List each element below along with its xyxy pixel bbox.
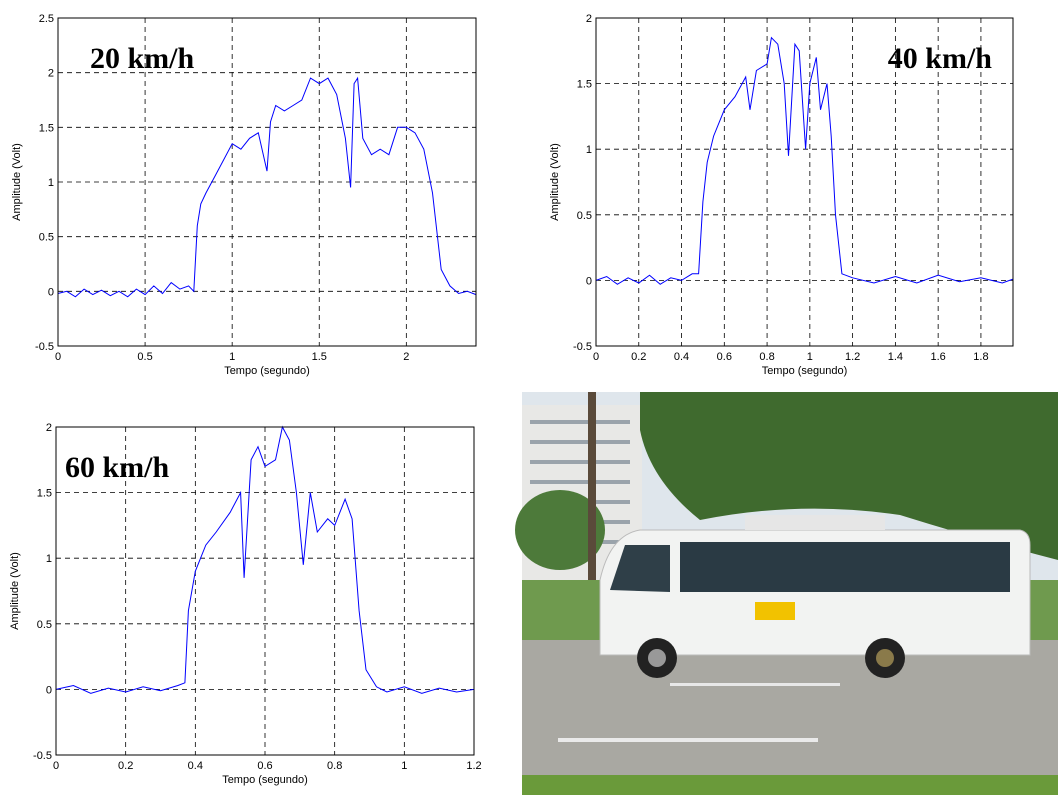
y-tick-label: 2: [46, 422, 52, 434]
x-tick-label: 0.4: [188, 760, 203, 772]
x-tick-label: 1: [401, 760, 407, 772]
x-tick-label: 0.8: [327, 760, 342, 772]
x-tick-label: 0: [593, 351, 599, 363]
y-tick-label: 0: [48, 286, 54, 298]
x-tick-label: 1: [229, 351, 235, 363]
plot-area: [596, 18, 1013, 346]
y-tick-label: 1.5: [39, 122, 54, 134]
signal-line: [595, 36, 1014, 285]
x-tick-label: 1.5: [312, 351, 327, 363]
photo: [515, 392, 1058, 795]
x-tick-label: 0: [55, 351, 61, 363]
x-axis-label: Tempo (segundo): [224, 365, 310, 377]
y-tick-label: 0: [46, 684, 52, 696]
y-tick-label: -0.5: [35, 341, 54, 353]
y-tick-label: 0.5: [577, 210, 592, 222]
plot-frame: [57, 17, 477, 347]
y-tick-label: 1: [46, 553, 52, 565]
annotation: 40 km/h: [888, 42, 993, 75]
x-tick-label: 0.6: [257, 760, 272, 772]
plot-frame: [595, 17, 1014, 347]
x-tick-label: 0.8: [759, 351, 774, 363]
y-tick-label: 1.5: [577, 79, 592, 91]
y-tick-label: 2: [586, 13, 592, 25]
x-tick-label: 0.5: [137, 351, 152, 363]
annotation: 20 km/h: [90, 42, 195, 75]
x-tick-label: 0.2: [118, 760, 133, 772]
plot-frame: [55, 426, 475, 756]
x-tick-label: 0: [53, 760, 59, 772]
y-tick-label: -0.5: [33, 750, 52, 762]
x-tick-label: 1.8: [973, 351, 988, 363]
y-tick-label: 2: [48, 68, 54, 80]
x-tick-label: 1.2: [466, 760, 481, 772]
y-tick-label: -0.5: [573, 341, 592, 353]
y-axis-label: Amplitude (Volt): [9, 552, 21, 630]
x-tick-label: 1.4: [888, 351, 903, 363]
y-tick-label: 0: [586, 275, 592, 287]
signal-line: [57, 76, 477, 298]
x-tick-label: 0.4: [674, 351, 689, 363]
y-tick-label: 2.5: [39, 13, 54, 25]
x-tick-label: 0.6: [717, 351, 732, 363]
x-tick-label: 1: [807, 351, 813, 363]
y-tick-label: 1: [586, 144, 592, 156]
y-tick-label: 1: [48, 177, 54, 189]
annotation: 60 km/h: [65, 451, 170, 484]
y-axis-label: Amplitude (Volt): [549, 143, 561, 221]
y-tick-label: 0.5: [39, 232, 54, 244]
y-tick-label: 0.5: [37, 619, 52, 631]
x-tick-label: 0.2: [631, 351, 646, 363]
x-tick-label: 1.2: [845, 351, 860, 363]
y-axis-label: Amplitude (Volt): [11, 143, 23, 221]
x-axis-label: Tempo (segundo): [222, 774, 308, 786]
x-tick-label: 2: [403, 351, 409, 363]
x-axis-label: Tempo (segundo): [762, 365, 848, 377]
y-tick-label: 1.5: [37, 488, 52, 500]
x-tick-label: 1.6: [931, 351, 946, 363]
signal-line: [55, 425, 475, 694]
